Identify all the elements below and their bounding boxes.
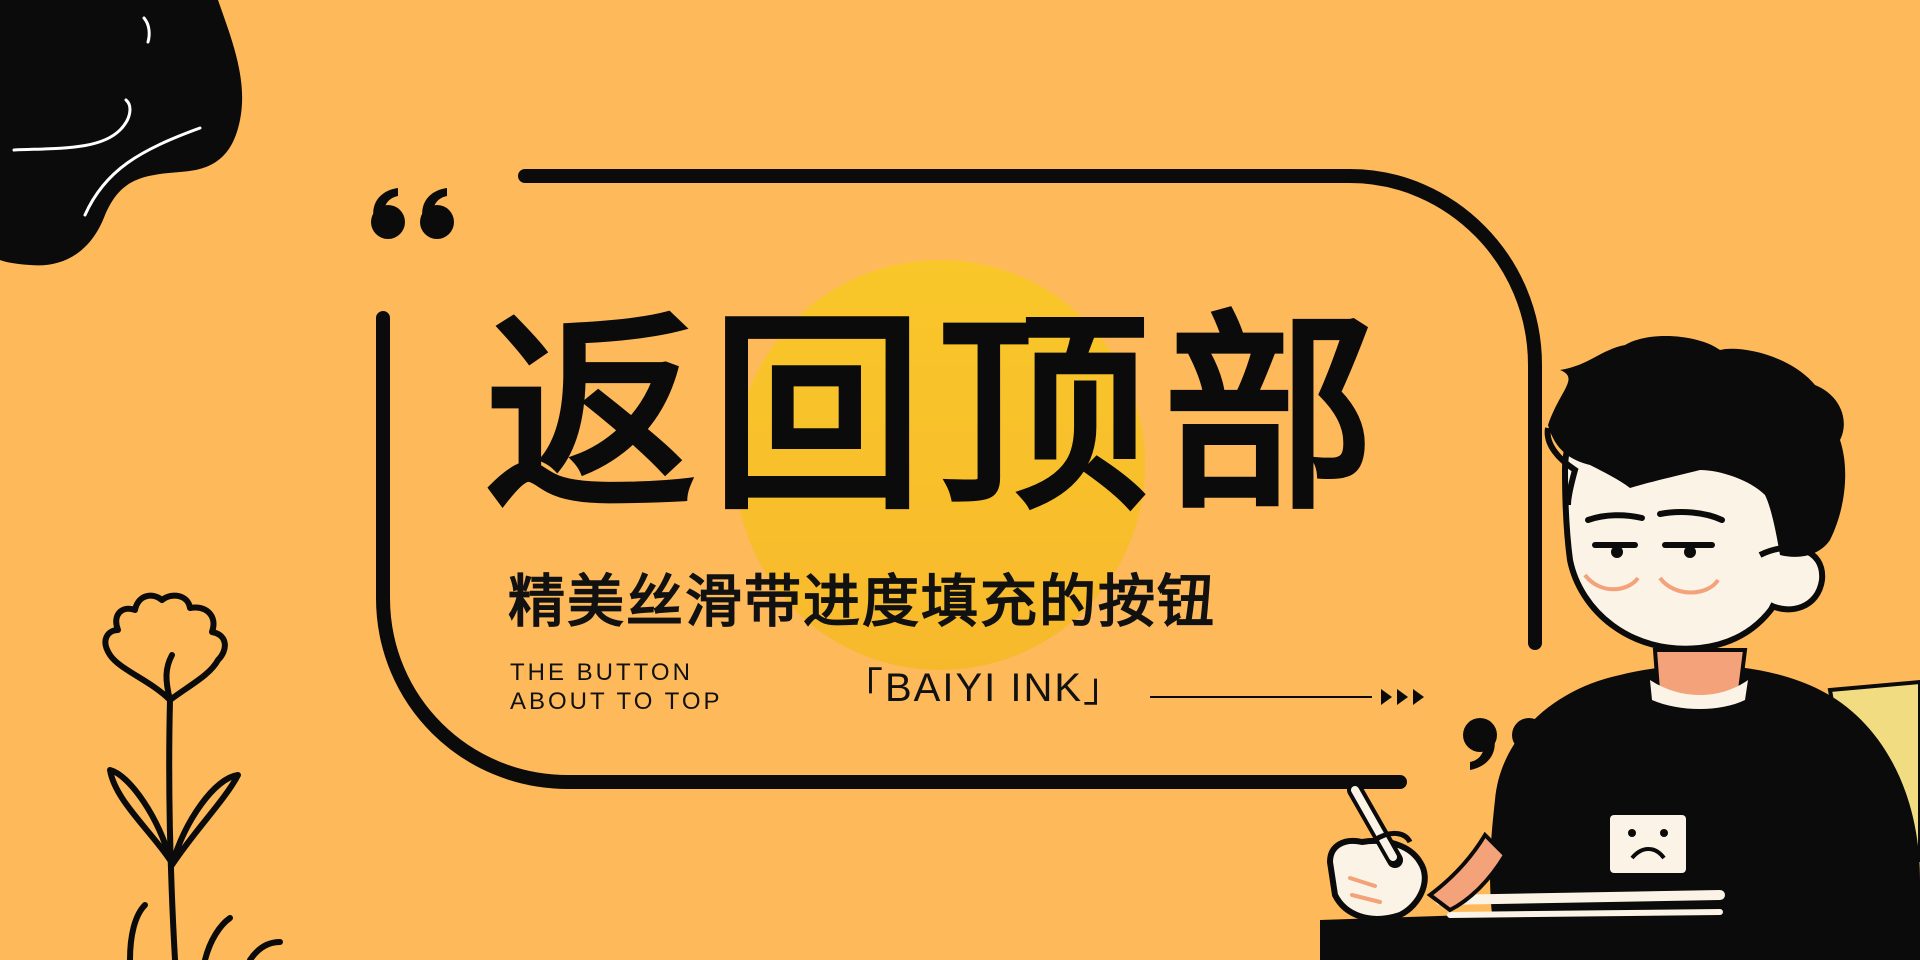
english-tagline-line-1: THE BUTTON xyxy=(510,659,693,686)
page-title: 返回顶部 xyxy=(485,292,1389,539)
boy-illustration xyxy=(1320,335,1920,960)
open-quote-icon xyxy=(371,188,454,239)
ink-blob-decoration xyxy=(0,0,243,266)
brand-label: 「BAIYI INK」 xyxy=(843,666,1126,710)
speech-frame xyxy=(376,169,1542,789)
arrow-line-icon xyxy=(1150,689,1424,705)
page-subtitle: 精美丝滑带进度填充的按钮 xyxy=(508,569,1216,635)
flower-illustration xyxy=(102,592,283,960)
sun-circle xyxy=(735,260,1145,670)
english-tagline-line-2: ABOUT TO TOP xyxy=(510,688,723,715)
